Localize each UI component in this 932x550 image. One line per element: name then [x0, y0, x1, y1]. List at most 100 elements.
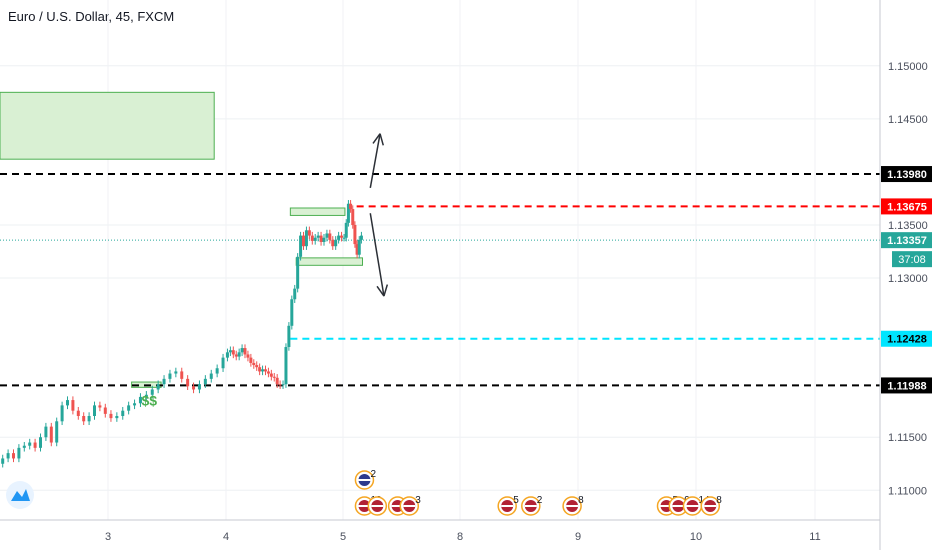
economic-event-marker[interactable]: 8 — [562, 495, 584, 516]
candle-body — [133, 403, 137, 406]
arrowhead-bullish — [372, 133, 381, 144]
candle-body — [87, 416, 91, 422]
candle-body — [225, 352, 229, 358]
candle-body — [162, 378, 166, 385]
flag-stripe — [704, 505, 717, 507]
economic-event-marker[interactable]: 3 — [399, 495, 421, 516]
supply-zone — [0, 91, 215, 160]
y-tick-label: 1.11500 — [888, 432, 927, 444]
candle-body — [319, 235, 323, 242]
candle-body — [138, 396, 142, 404]
candle-body — [346, 203, 350, 223]
candle-body — [6, 453, 10, 459]
candle-body — [263, 369, 267, 372]
candle-body — [325, 233, 329, 238]
candle-body — [174, 371, 178, 374]
candle-body — [127, 405, 131, 411]
logo-mark — [11, 489, 30, 501]
candle-body — [192, 386, 196, 390]
candle-body — [313, 237, 317, 241]
x-tick-label: 3 — [105, 531, 111, 543]
candle-body — [180, 371, 184, 379]
y-tick-label: 1.13000 — [888, 273, 928, 285]
flag-stripe — [391, 505, 404, 507]
price-label-bg-last-price — [881, 232, 932, 249]
candle-body — [316, 235, 320, 238]
dollar-annotation: $$ — [142, 392, 158, 408]
candle-body — [355, 244, 359, 255]
candle-body — [344, 222, 348, 238]
candle-body — [331, 239, 335, 247]
flag-stripe — [686, 505, 699, 507]
candle-body — [359, 235, 363, 240]
candle-body — [17, 447, 21, 459]
candle-body — [353, 224, 357, 245]
price-axis: 1.15000 1.14500 1.13500 1.13000 1.11500 1.110… — [879, 0, 928, 550]
candle-body — [299, 235, 303, 257]
x-tick-label: 5 — [340, 531, 346, 543]
candle-body — [240, 348, 244, 353]
economic-event-marker[interactable]: 5 — [497, 495, 519, 516]
candle-body — [115, 416, 119, 419]
candle-body — [82, 416, 86, 422]
candle-body — [334, 239, 338, 247]
price-label-bg-support — [881, 330, 932, 347]
candle-body — [28, 442, 32, 446]
economic-event-marker[interactable]: 8 — [700, 495, 722, 516]
tradingview-logo[interactable] — [6, 481, 34, 509]
economic-event-marker[interactable]: 2 — [354, 469, 376, 490]
candle-body — [249, 357, 253, 363]
candle-body — [269, 373, 273, 377]
flag-stripe — [660, 505, 673, 507]
event-count: 2 — [537, 495, 543, 506]
candle-body — [1, 458, 5, 464]
candle-body — [203, 378, 207, 385]
candle-body — [12, 453, 15, 459]
countdown-bg — [892, 251, 932, 268]
candle-body — [44, 426, 48, 438]
candle-body — [302, 235, 306, 247]
y-tick-label: 1.11000 — [888, 485, 927, 497]
price-label-resistance: 1.13980 — [887, 169, 927, 181]
economic-event-marker[interactable]: 2 — [521, 495, 543, 516]
event-count: 8 — [578, 495, 584, 506]
candle-body — [304, 230, 308, 247]
candle-body — [98, 405, 102, 408]
flag-stripe — [672, 505, 685, 507]
grid — [0, 0, 880, 520]
candle-body — [281, 384, 285, 386]
candle-body — [337, 235, 341, 240]
candle-body — [290, 299, 294, 326]
event-count: 3 — [415, 495, 421, 506]
price-label-bg-base — [881, 377, 932, 394]
candle-body — [186, 378, 190, 387]
candle-body — [296, 256, 300, 289]
x-tick-label: 4 — [223, 531, 229, 543]
flag-stripe — [358, 505, 371, 507]
price-label-range-high: 1.13675 — [887, 201, 927, 213]
range-top-box — [289, 207, 346, 216]
candle-body — [66, 400, 69, 406]
event-markers[interactable]: 210352859148 — [354, 469, 722, 516]
arrow-bullish — [369, 133, 381, 188]
candle-body — [246, 354, 250, 358]
candle-body — [258, 367, 262, 372]
candle-body — [209, 373, 213, 379]
candle-body — [60, 405, 64, 422]
price-label-support: 1.12428 — [887, 334, 927, 346]
candle-body — [22, 445, 26, 448]
y-tick-label: 1.14500 — [888, 114, 928, 126]
candles-layer — [1, 200, 363, 468]
candle-body — [322, 237, 326, 242]
candle-body — [357, 239, 361, 255]
economic-event-marker[interactable] — [367, 496, 388, 516]
chart-title: Euro / U.S. Dollar, 45, FXCM — [8, 9, 175, 24]
candle-body — [109, 413, 113, 419]
candle-body — [121, 410, 125, 416]
candle-body — [349, 203, 353, 210]
candle-body — [243, 348, 247, 355]
arrowhead-bearish — [376, 285, 385, 297]
range-bottom-box — [295, 257, 364, 266]
candle-body — [307, 230, 311, 236]
